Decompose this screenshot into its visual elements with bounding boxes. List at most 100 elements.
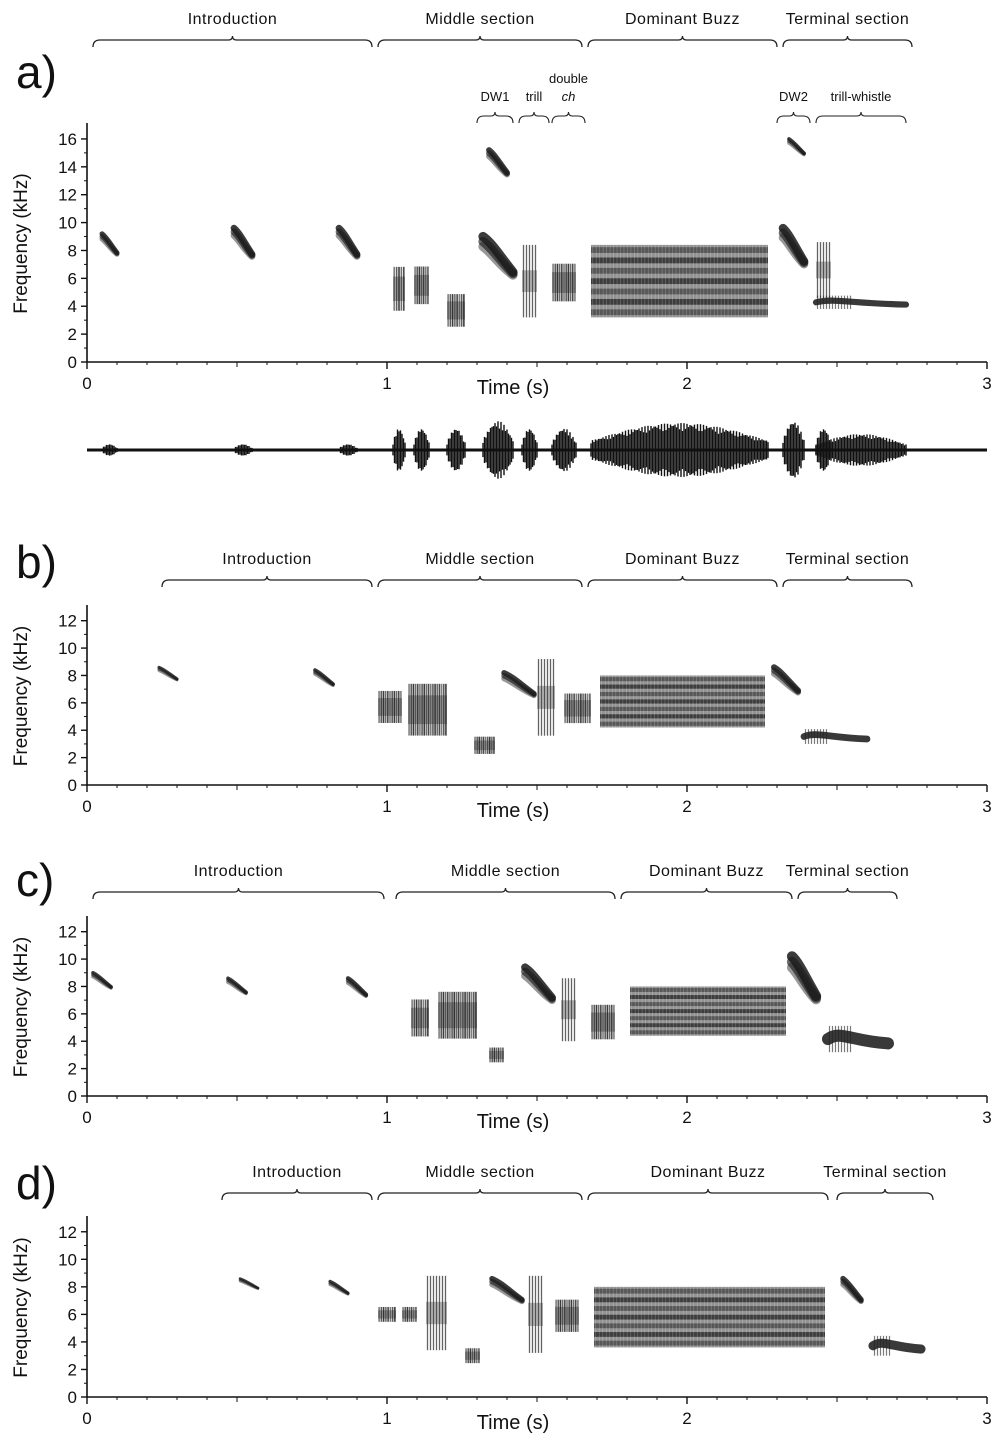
x-tick-label: 2 (682, 1108, 691, 1127)
y-axis-label: Frequency (kHz) (11, 173, 32, 313)
sweep-mark (486, 153, 510, 178)
spectro-element (447, 294, 465, 327)
sweep-mark (521, 971, 556, 1005)
section-label: Dominant Buzz (625, 551, 740, 568)
y-tick-label: 0 (68, 776, 77, 795)
spectro-element (564, 693, 591, 724)
section-bracket (587, 1188, 829, 1201)
block-core (552, 272, 576, 293)
y-tick-label: 8 (68, 1278, 77, 1297)
sweep-mark (91, 972, 113, 990)
panel-c: c) Introduction Middle section Dominant Buz… (11, 854, 992, 1133)
buzz-band (630, 988, 786, 992)
subsection-bracket (776, 111, 811, 124)
section-label: Middle section (425, 1164, 534, 1181)
sweep-mark (770, 670, 802, 696)
spectro-element (99, 231, 120, 257)
sweep-mark (226, 980, 248, 996)
panel-letter: d) (16, 1157, 57, 1209)
section-label: Terminal section (786, 11, 910, 28)
sweep-mark (770, 667, 802, 695)
sweep-mark (778, 228, 809, 268)
panel-b: b) Introduction Middle section Dominant Buz… (11, 536, 992, 822)
section-label: Middle section (425, 11, 534, 28)
y-tick-label: 12 (58, 612, 77, 631)
spectro-element (821, 1025, 895, 1053)
subsection-label: trill-whistle (831, 89, 892, 104)
subsection-label: ch (562, 89, 576, 104)
waveform (87, 421, 987, 479)
x-tick-label: 1 (382, 1108, 391, 1127)
spectro-element (522, 244, 537, 318)
section-label: Middle section (425, 551, 534, 568)
spectro-element (594, 1286, 825, 1348)
x-tick-label: 2 (682, 1409, 691, 1428)
sweep-mark (486, 150, 510, 177)
spectro-element (778, 223, 809, 269)
sweep-mark (786, 962, 822, 1005)
subsection-bracket (551, 111, 586, 124)
spectro-element (501, 670, 537, 699)
spectro-element (313, 668, 335, 687)
spectro-element (478, 231, 518, 280)
section-bracket (587, 35, 778, 48)
buzz-band (594, 1297, 825, 1303)
sweep-mark (313, 672, 335, 687)
spectro-element (378, 1306, 396, 1322)
sweep-mark (501, 672, 537, 698)
buzz-band (630, 1009, 786, 1014)
subsection-label: DW1 (481, 89, 510, 104)
spectro-element (552, 263, 576, 302)
y-tick-label: 4 (68, 1032, 77, 1051)
spectro-element (486, 147, 510, 178)
section-label: Dominant Buzz (649, 863, 764, 880)
section-bracket (377, 575, 583, 588)
y-tick-label: 4 (68, 297, 77, 316)
sweep-mark (328, 1281, 350, 1296)
sweep-mark (840, 1281, 864, 1305)
spectro-element (816, 242, 831, 298)
panel-letter: a) (16, 46, 57, 98)
panel-d: d) Introduction Middle section Dominant Buz… (11, 1157, 992, 1434)
spectro-element (591, 244, 768, 318)
x-axis-label: Time (s) (477, 1111, 550, 1133)
block-core (564, 700, 591, 717)
spectro-element (328, 1279, 350, 1296)
sweep-mark (345, 980, 369, 999)
x-tick-label: 3 (982, 1108, 991, 1127)
x-tick-label: 0 (82, 1409, 91, 1428)
section-label: Terminal section (786, 551, 910, 568)
y-tick-label: 6 (68, 1305, 77, 1324)
spectro-element (812, 295, 910, 310)
section-label: Introduction (252, 1164, 342, 1181)
y-tick-label: 0 (68, 1087, 77, 1106)
x-axis-label: Time (s) (477, 800, 550, 822)
section-bracket (797, 887, 898, 900)
y-tick-label: 6 (68, 1005, 77, 1024)
x-tick-label: 0 (82, 797, 91, 816)
y-tick-label: 12 (58, 923, 77, 942)
trill-core (537, 685, 555, 709)
section-bracket (221, 1188, 373, 1201)
section-bracket (161, 575, 373, 588)
x-axis-label: Time (s) (477, 1412, 550, 1434)
sweep-mark (501, 675, 537, 699)
spectro-element (786, 951, 822, 1005)
spectro-element (335, 224, 361, 260)
spectro-element (787, 137, 806, 157)
x-tick-label: 3 (982, 374, 991, 393)
y-tick-label: 10 (58, 639, 77, 658)
y-tick-label: 12 (58, 1223, 77, 1242)
block-core (402, 1310, 417, 1319)
spectro-element (489, 1047, 504, 1063)
block-core (411, 1007, 429, 1029)
buzz-band (591, 288, 768, 295)
y-tick-label: 10 (58, 214, 77, 233)
section-label: Middle section (451, 863, 560, 880)
sweep-mark (489, 1278, 525, 1304)
subsection-bracket (518, 111, 550, 124)
sweep-mark (230, 232, 256, 260)
buzz-band (591, 247, 768, 253)
sweep-mark (157, 669, 179, 682)
spectro-element (393, 266, 405, 311)
